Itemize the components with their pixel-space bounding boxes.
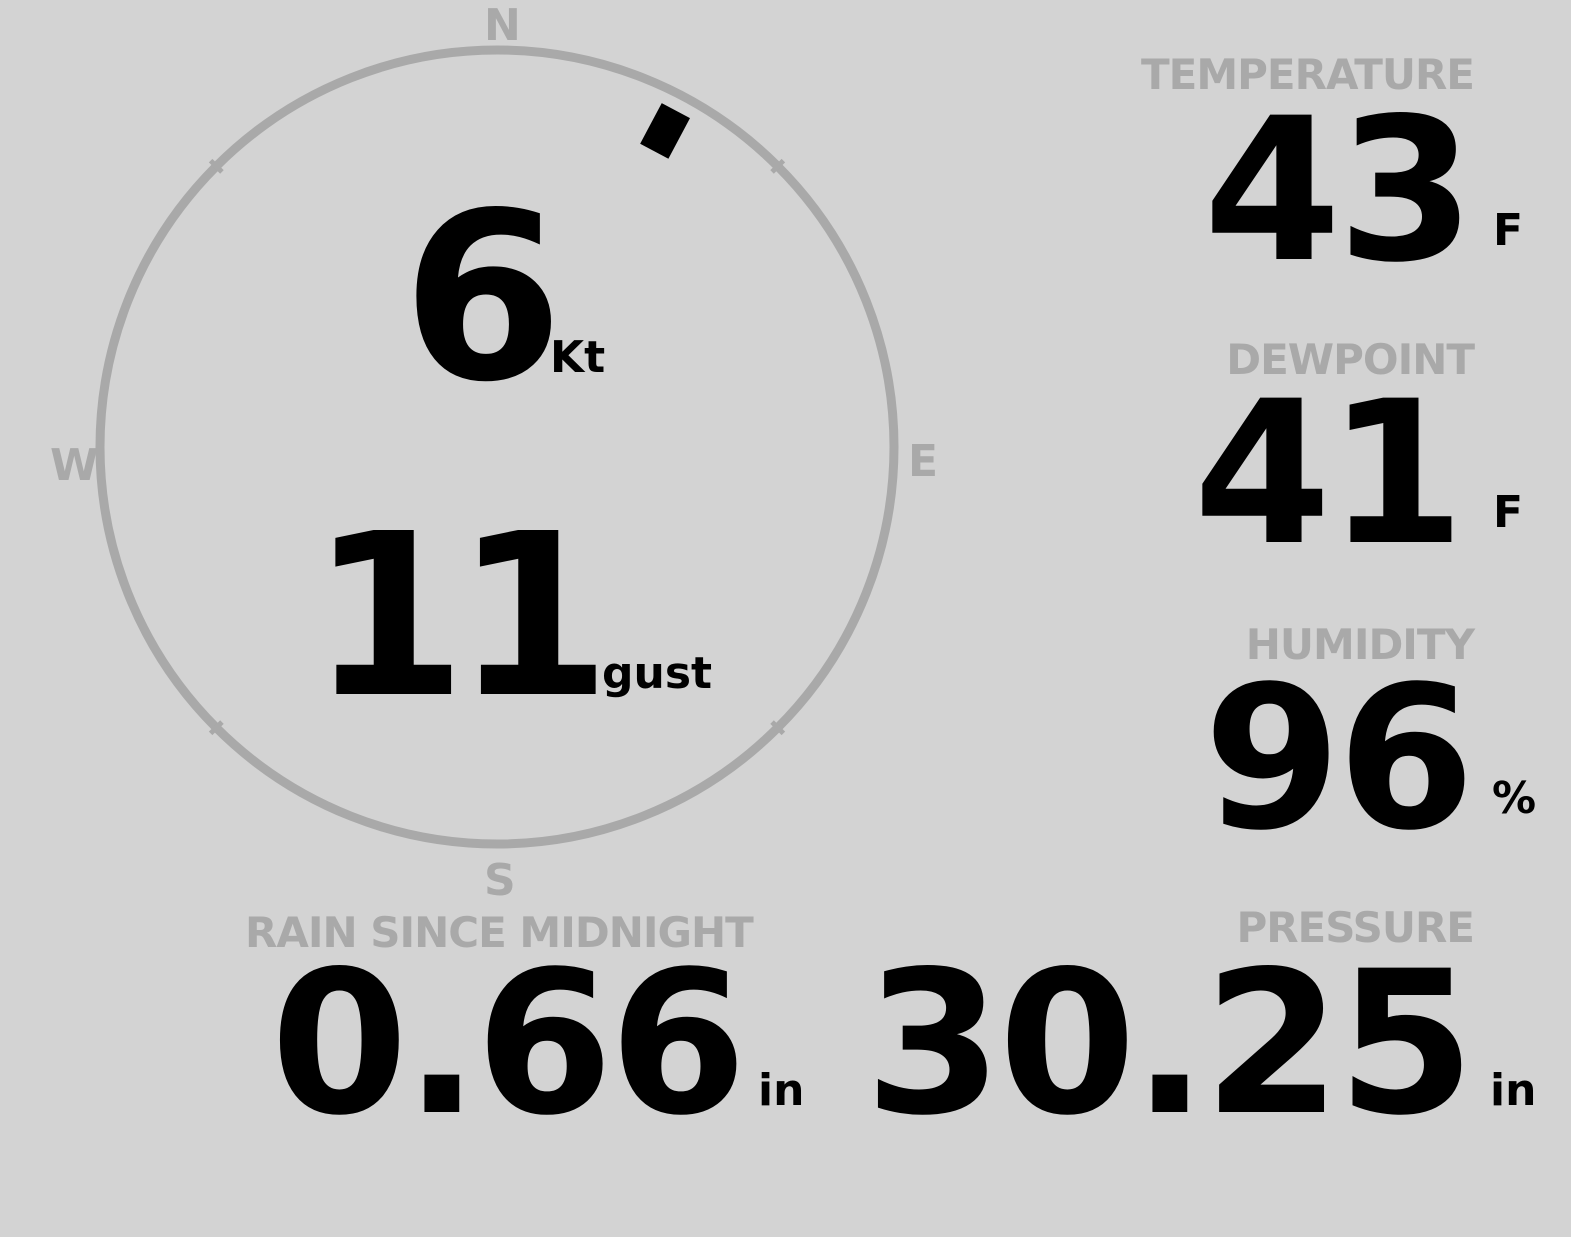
wind-speed-unit: Kt (550, 332, 606, 383)
temperature-label: TEMPERATURE (1141, 50, 1475, 99)
wind-gust-unit: gust (602, 648, 713, 699)
temperature-unit: F (1493, 205, 1524, 256)
wind-speed-value: 6 (402, 163, 563, 433)
compass-tick (208, 158, 224, 174)
rain-label: RAIN SINCE MIDNIGHT (245, 908, 754, 957)
rain-unit: in (758, 1065, 805, 1116)
compass-tick (208, 720, 224, 736)
pressure-label: PRESSURE (1236, 903, 1475, 952)
compass-south-label: S (484, 855, 516, 906)
compass-ring (95, 45, 899, 849)
humidity-unit: % (1492, 773, 1537, 824)
compass-west-label: W (50, 440, 99, 491)
compass-east-label: E (908, 436, 939, 487)
dewpoint-unit: F (1493, 487, 1524, 538)
pressure-value: 30.25 (864, 928, 1475, 1159)
compass-tick (770, 158, 786, 174)
pressure-unit: in (1490, 1065, 1537, 1116)
temperature-value: 43 (1203, 75, 1475, 306)
wind-direction-marker (640, 103, 690, 159)
wind-gust-value: 11 (310, 486, 611, 748)
compass-north-label: N (484, 0, 521, 51)
humidity-value: 96 (1203, 643, 1475, 874)
dewpoint-label: DEWPOINT (1226, 335, 1475, 384)
dewpoint-value: 41 (1193, 358, 1465, 589)
compass-tick (770, 720, 786, 736)
rain-value: 0.66 (270, 928, 747, 1159)
humidity-label: HUMIDITY (1245, 620, 1475, 669)
